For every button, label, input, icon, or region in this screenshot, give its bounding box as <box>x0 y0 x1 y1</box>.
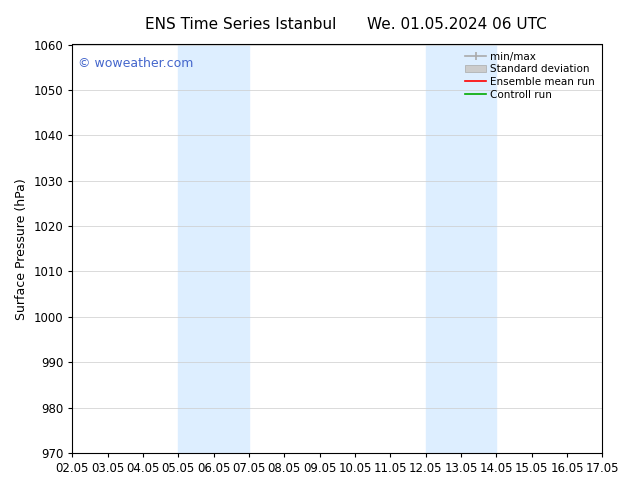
Text: ENS Time Series Istanbul: ENS Time Series Istanbul <box>145 17 337 32</box>
Text: We. 01.05.2024 06 UTC: We. 01.05.2024 06 UTC <box>366 17 547 32</box>
Legend: min/max, Standard deviation, Ensemble mean run, Controll run: min/max, Standard deviation, Ensemble me… <box>461 48 599 104</box>
Bar <box>425 45 496 453</box>
Bar <box>178 45 249 453</box>
Y-axis label: Surface Pressure (hPa): Surface Pressure (hPa) <box>15 178 28 319</box>
Text: © woweather.com: © woweather.com <box>77 57 193 70</box>
